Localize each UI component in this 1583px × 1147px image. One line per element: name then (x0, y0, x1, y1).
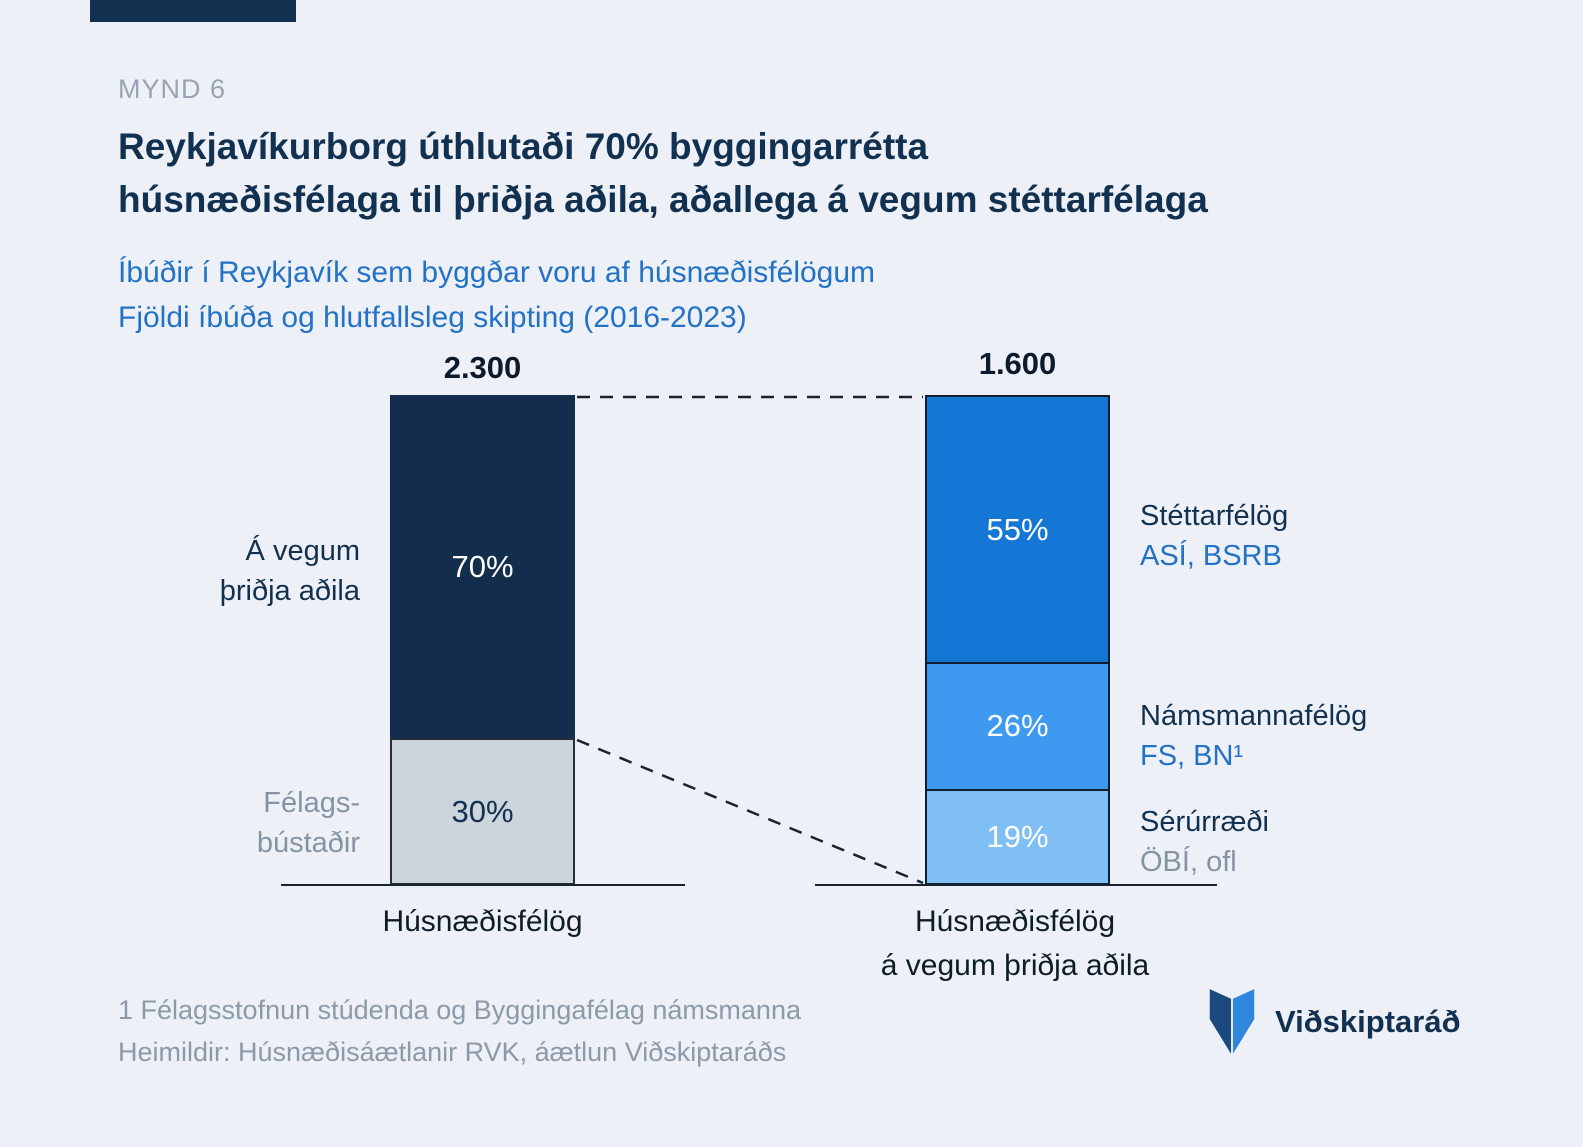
left-annotation-thridja-adila: Á vegum þriðja aðila (128, 531, 360, 611)
segment-value-label: 19% (986, 818, 1049, 854)
legend-title: Stéttarfélög (1140, 500, 1289, 532)
chart-subtitle-line2: Fjöldi íbúða og hlutfallsleg skipting (2… (118, 301, 747, 335)
x-axis-line-left (281, 884, 685, 886)
legend-item-stettarfelog: Stéttarfélög ASÍ, BSRB (1140, 496, 1570, 576)
x-axis-label-line: Húsnæðisfélög (382, 905, 583, 938)
bar-segment-namsmannafelog: 26% (927, 664, 1108, 791)
chart-title-line2: húsnæðisfélaga til þriðja aðila, aðalleg… (118, 178, 1208, 220)
footnote-line: 1 Félagsstofnun stúdenda og Byggingaféla… (118, 995, 801, 1025)
legend-title: Sérúrræði (1140, 806, 1269, 838)
header: MYND 6 Reykjavíkurborg úthlutaði 70% byg… (118, 74, 1208, 340)
figure-label: MYND 6 (118, 74, 227, 104)
source-line: Heimildir: Húsnæðisáætlanir RVK, áætlun … (118, 1036, 787, 1067)
chart-subtitle: Íbúðir í Reykjavík sem byggðar voru af h… (118, 250, 1208, 340)
annotation-line: bústaðir (256, 827, 360, 860)
segment-value-label: 30% (451, 793, 514, 829)
annotation-line: Á vegum (245, 535, 360, 567)
stacked-bar-husnaedisfelog: 70% 30% (390, 395, 575, 885)
legend-subtitle: ASÍ, BSRB (1140, 540, 1282, 573)
legend-subtitle: FS, BN¹ (1140, 740, 1244, 773)
annotation-line: Félags- (263, 787, 360, 819)
legend-item-namsmannafelog: Námsmannafélög FS, BN¹ (1140, 696, 1570, 776)
vidskiptarad-logo: Viðskiptaráð (1203, 984, 1461, 1060)
bar-segment-thridja-adila: 70% (390, 395, 575, 738)
bar-segment-serurraedi: 19% (927, 790, 1108, 883)
chart-title-line1: Reykjavíkurborg úthlutaði 70% byggingarr… (118, 126, 929, 167)
bar-segment-felagsbustadir: 30% (390, 738, 575, 885)
x-axis-label-right: Húsnæðisfélög á vegum þriðja aðila (785, 900, 1245, 987)
chart-title: Reykjavíkurborg úthlutaði 70% byggingarr… (118, 121, 1208, 226)
chart-subtitle-line1: Íbúðir í Reykjavík sem byggðar voru af h… (118, 256, 876, 290)
annotation-line: þriðja aðila (219, 575, 360, 608)
legend-subtitle: ÖBÍ, ofl (1140, 846, 1237, 879)
footnote-block: 1 Félagsstofnun stúdenda og Byggingaféla… (118, 990, 801, 1074)
bar-total-label: 1.600 (978, 346, 1057, 381)
vidskiptarad-logo-icon (1209, 989, 1255, 1054)
legend-item-serurraedi: Sérúrræði ÖBÍ, ofl (1140, 802, 1570, 882)
segment-value-label: 70% (451, 548, 514, 584)
segment-value-label: 55% (986, 511, 1049, 547)
bar-total-label: 2.300 (443, 350, 522, 385)
stacked-bar-thridja-adila-breakdown: 55% 26% 19% (925, 395, 1110, 885)
segment-value-label: 26% (986, 708, 1049, 744)
x-axis-line-right (815, 884, 1217, 886)
x-axis-label-left: Húsnæðisfélög (290, 900, 675, 944)
bar-segment-stettarfelog: 55% (927, 397, 1108, 665)
legend-title: Námsmannafélög (1140, 700, 1368, 732)
x-axis-label-line: Húsnæðisfélög (914, 905, 1116, 938)
left-annotation-felagsbustadir: Félags- bústaðir (128, 783, 360, 863)
brand-accent-bar (90, 0, 296, 22)
logo-text: Viðskiptaráð (1275, 1004, 1461, 1039)
x-axis-label-line: á vegum þriðja aðila (880, 948, 1150, 982)
